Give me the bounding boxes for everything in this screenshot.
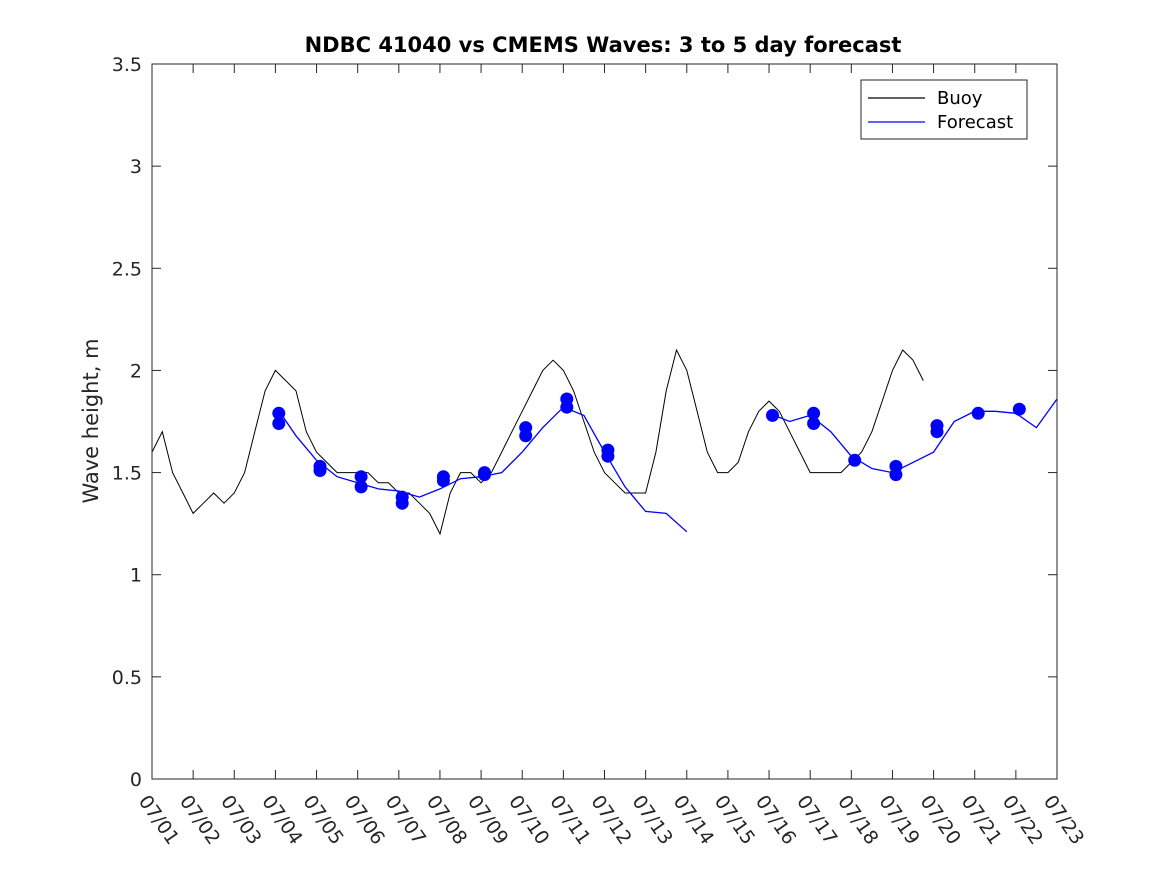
- x-tick-label: 07/11: [545, 791, 594, 848]
- x-tick-label: 07/19: [874, 791, 923, 848]
- y-tick-label: 3.5: [112, 54, 142, 76]
- x-tick-label: 07/02: [175, 791, 224, 848]
- x-tick-label: 07/14: [669, 791, 718, 848]
- x-tick-label: 07/03: [216, 791, 265, 848]
- x-tick-label: 07/12: [586, 791, 635, 848]
- y-tick-label: 0.5: [112, 667, 142, 689]
- legend-buoy-label: Buoy: [937, 88, 983, 109]
- y-tick-label: 2.5: [112, 258, 142, 280]
- forecast-marker: [519, 429, 533, 443]
- x-tick-label: 07/18: [833, 791, 882, 848]
- y-tick-label: 1: [130, 565, 142, 587]
- chart-title: NDBC 41040 vs CMEMS Waves: 3 to 5 day fo…: [305, 33, 902, 57]
- y-axis-label: Wave height, m: [79, 338, 103, 503]
- x-tick-label: 07/04: [257, 791, 306, 848]
- forecast-marker: [395, 496, 409, 510]
- x-tick-label: 07/06: [340, 791, 389, 848]
- forecast-marker: [807, 406, 821, 420]
- x-tick-label: 07/07: [381, 791, 430, 848]
- x-tick-label: 07/05: [298, 791, 347, 848]
- x-tick-label: 07/10: [504, 791, 553, 848]
- forecast-marker: [272, 406, 286, 420]
- y-tick-label: 1.5: [112, 463, 142, 485]
- plot-area: [151, 348, 1058, 536]
- x-tick-label: 07/21: [957, 791, 1006, 848]
- forecast-marker: [766, 408, 779, 422]
- buoy-series-line: [151, 348, 924, 536]
- forecast-marker: [601, 449, 615, 463]
- forecast-marker: [354, 480, 368, 494]
- x-tick-label: 07/22: [998, 791, 1047, 848]
- forecast-marker: [930, 425, 944, 439]
- x-tick-label: 07/17: [792, 791, 841, 848]
- y-tick-label: 2: [130, 360, 142, 382]
- y-tick-label: 0: [130, 769, 142, 791]
- axes: 00.511.522.533.507/0107/0207/0307/0407/0…: [112, 54, 1089, 849]
- forecast-marker: [1012, 402, 1026, 416]
- x-tick-label: 07/20: [916, 791, 965, 848]
- forecast-marker: [560, 400, 574, 414]
- forecast-marker: [807, 417, 821, 430]
- x-tick-label: 07/16: [751, 791, 800, 848]
- legend: Buoy Forecast: [860, 79, 1028, 140]
- axes-box: [151, 63, 1058, 780]
- legend-forecast-label: Forecast: [937, 112, 1013, 133]
- forecast-marker: [272, 417, 286, 430]
- forecast-marker: [971, 406, 985, 420]
- y-tick-label: 3: [130, 156, 142, 178]
- x-tick-label: 07/23: [1039, 791, 1088, 848]
- forecast-marker: [478, 468, 491, 482]
- x-tick-label: 07/08: [422, 791, 471, 848]
- x-tick-label: 07/13: [628, 791, 677, 848]
- x-tick-label: 07/01: [134, 791, 183, 848]
- forecast-marker: [436, 474, 450, 488]
- forecast-marker: [354, 470, 368, 484]
- x-tick-label: 07/09: [463, 791, 512, 848]
- forecast-marker: [848, 453, 862, 467]
- legend-box: [860, 79, 1028, 140]
- forecast-marker: [313, 464, 327, 477]
- forecast-marker: [889, 468, 903, 482]
- x-tick-label: 07/15: [710, 791, 759, 848]
